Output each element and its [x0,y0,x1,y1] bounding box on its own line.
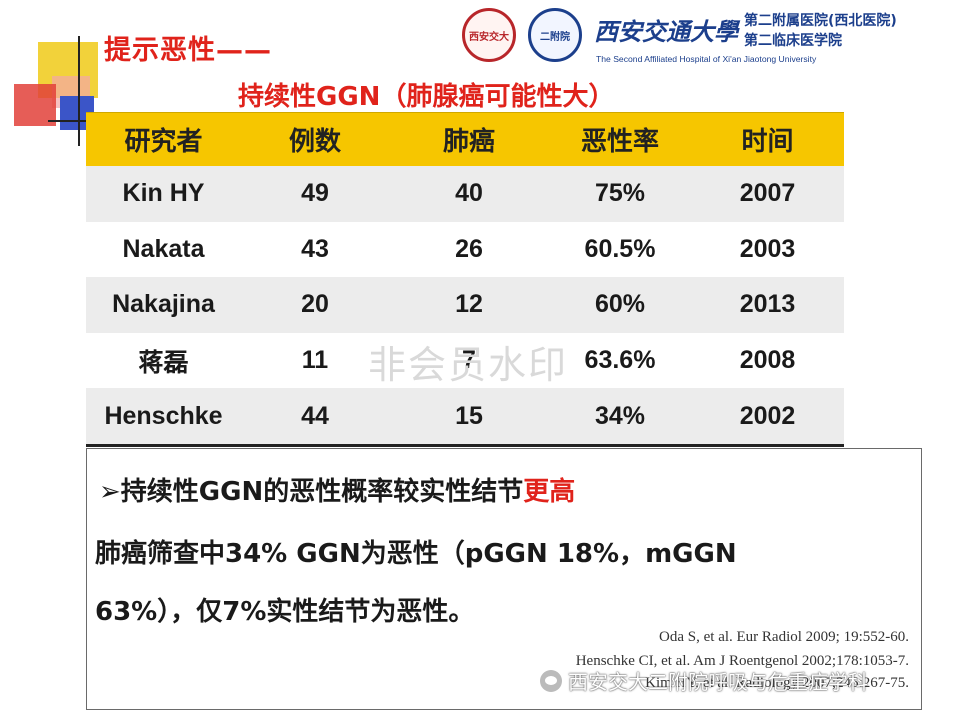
cell-researcher: Nakajina [86,277,241,333]
header-year: 时间 [691,112,844,166]
cell-researcher: Henschke [86,388,241,447]
wechat-watermark-text: 西安交大二附院呼吸与危重症学科 [568,670,868,694]
wechat-watermark: 西安交大二附院呼吸与危重症学科 [540,666,868,695]
cell-malignancy-rate: 75% [549,166,691,222]
cell-year: 2003 [691,221,844,278]
slide-title: 提示恶性—— [104,35,272,66]
cell-researcher: 蒋磊 [86,332,241,389]
reference-3: Kim HY, et al. Radiology 2007;245:267-75… [645,675,909,691]
hospital-logo-area: 西安交大 二附院 西安交通大學 第二附属医院(西北医院) 第二临床医学院 The… [462,6,952,70]
bullet-emphasis: 更高 [523,477,576,507]
bullet-text: 持续性GGN的恶性概率较实性结节 [120,477,524,507]
cell-cases: 20 [241,277,389,333]
cell-cases: 43 [241,221,389,278]
cell-lung-cancer: 40 [389,166,549,222]
table-row: 蒋磊 11 7 63.6% 2008 [86,332,844,389]
slide-subtitle: 持续性GGN（肺腺癌可能性大） [238,82,615,112]
cell-lung-cancer: 15 [389,388,549,447]
cell-malignancy-rate: 63.6% [549,332,691,389]
header-malignancy-rate: 恶性率 [549,112,691,166]
decor-red-block [14,84,56,126]
cell-cases: 44 [241,388,389,447]
cell-researcher: Nakata [86,221,241,278]
header-lung-cancer: 肺癌 [389,112,549,166]
table-row: Kin HY 49 40 75% 2007 [86,166,844,222]
table-row: Nakata 43 26 60.5% 2003 [86,221,844,278]
hospital-seal-logo: 二附院 [528,8,582,62]
cell-cases: 11 [241,332,389,389]
header-researcher: 研究者 [86,112,241,166]
header-cases: 例数 [241,112,389,166]
cell-lung-cancer: 12 [389,277,549,333]
cell-researcher: Kin HY [86,166,241,222]
studies-table: 研究者 例数 肺癌 恶性率 时间 Kin HY 49 40 75% 2007 N… [86,112,844,447]
cell-year: 2002 [691,388,844,447]
summary-box: ➢持续性GGN的恶性概率较实性结节更高 肺癌筛查中34% GGN为恶性（pGGN… [86,448,922,710]
reference-1: Oda S, et al. Eur Radiol 2009; 19:552-60… [659,629,909,645]
cell-malignancy-rate: 60.5% [549,221,691,278]
cell-lung-cancer: 26 [389,221,549,278]
cell-year: 2007 [691,166,844,222]
summary-bullet: ➢持续性GGN的恶性概率较实性结节更高 [99,471,575,508]
member-watermark: 非会员水印 [368,343,569,387]
hospital-english-name: The Second Affiliated Hospital of Xi'an … [596,54,817,64]
cell-cases: 49 [241,166,389,222]
university-seal-logo: 西安交大 [462,8,516,62]
bullet-arrow-icon: ➢ [99,477,121,507]
table-header-row: 研究者 例数 肺癌 恶性率 时间 [86,112,844,166]
decor-vertical-line [78,36,80,146]
cell-malignancy-rate: 34% [549,388,691,447]
university-name: 西安交通大學 [594,17,738,46]
cell-year: 2008 [691,332,844,389]
cell-year: 2013 [691,277,844,333]
wechat-icon [540,669,562,692]
table-row: Henschke 44 15 34% 2002 [86,388,844,447]
summary-line-3: 63%），仅7%实性结节为恶性。 [95,597,475,627]
summary-line-2: 肺癌筛查中34% GGN为恶性（pGGN 18%，mGGN [95,539,737,569]
table-row: Nakajina 20 12 60% 2013 [86,277,844,333]
hospital-name-line2: 第二临床医学院 [744,33,842,49]
cell-lung-cancer: 7 [389,332,549,389]
reference-2: Henschke CI, et al. Am J Roentgenol 2002… [575,653,909,669]
cell-malignancy-rate: 60% [549,277,691,333]
hospital-name-line1: 第二附属医院(西北医院) [744,13,897,29]
